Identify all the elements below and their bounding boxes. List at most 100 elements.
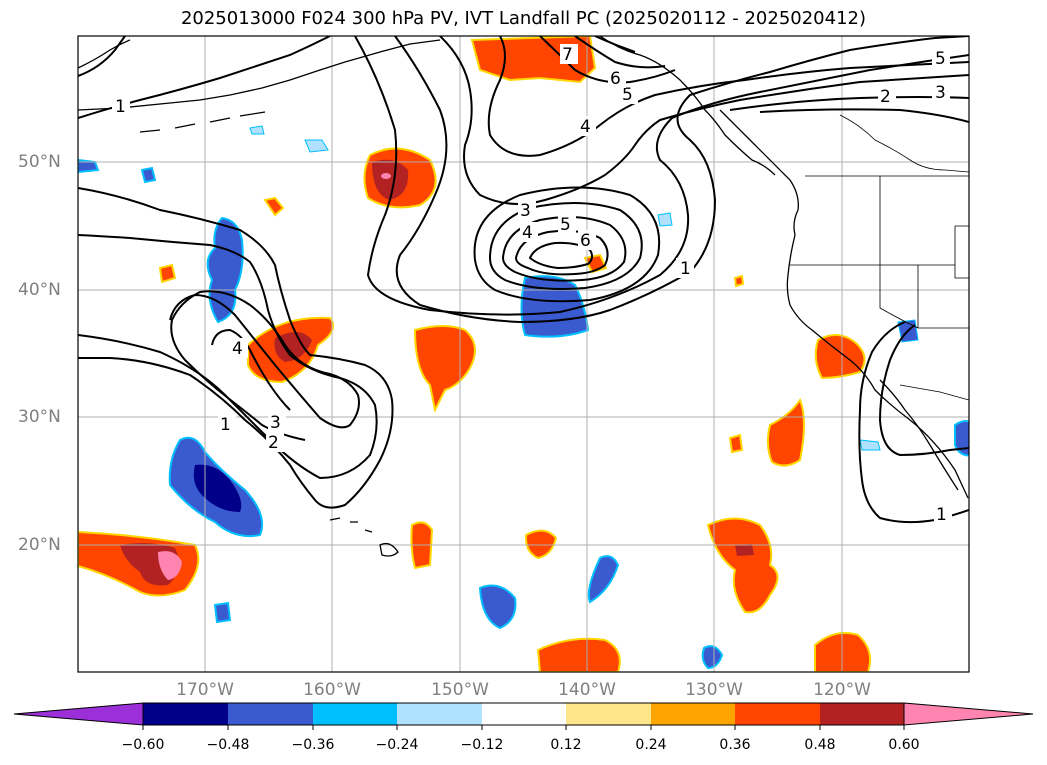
contour-line	[574, 36, 666, 69]
contour-line	[539, 36, 676, 84]
positive-blob	[524, 529, 558, 560]
contour-line	[78, 36, 126, 77]
colorbar-segment	[482, 703, 566, 725]
positive-blob	[158, 551, 182, 580]
colorbar-tick-label: −0.60	[121, 737, 165, 753]
negative-blob	[304, 139, 329, 153]
positive-blob	[766, 397, 805, 467]
state-boundaries	[790, 176, 969, 329]
lat-label-30n: 30°N	[18, 407, 61, 427]
negative-blob	[657, 212, 673, 227]
contour-label: 1	[936, 505, 947, 525]
alaska-coast	[78, 39, 441, 111]
us-west-coast	[786, 234, 969, 499]
contour-label: 5	[560, 215, 571, 235]
positive-blob	[728, 433, 744, 454]
political-boundaries	[790, 114, 969, 401]
colorbar-tick-label: −0.36	[291, 737, 335, 753]
colorbar-extend-high	[903, 702, 1034, 726]
lon-label-150w: 150°W	[431, 680, 489, 700]
canada-west-coast	[719, 109, 799, 236]
positive-blob	[536, 637, 621, 672]
us-mexico-border	[899, 384, 969, 401]
contour-line	[528, 241, 594, 270]
lon-label-130w: 130°W	[685, 680, 743, 700]
positive-blob	[274, 331, 312, 362]
colorbar-segment	[735, 703, 820, 725]
map-title: 2025013000 F024 300 hPa PV, IVT Landfall…	[180, 8, 867, 29]
contour-line	[354, 36, 969, 316]
gulf-alaska-coast	[599, 36, 776, 176]
contour-label: 2	[880, 87, 891, 107]
colorbar-tick-label: −0.48	[206, 737, 250, 753]
contour-line	[78, 187, 394, 509]
positive-blob	[706, 517, 779, 614]
hawaii-islands	[329, 517, 399, 557]
colorbar-tick-label: −0.24	[375, 737, 419, 753]
negative-blob	[859, 439, 881, 451]
contour-label: 5	[935, 49, 946, 69]
colorbar-frame	[142, 702, 905, 726]
colorbar-tick-label: 0.60	[888, 737, 920, 753]
positive-blob	[381, 173, 391, 179]
positive-blob	[372, 159, 409, 200]
positive-blob	[814, 334, 866, 380]
colorbar-tick-label: 0.48	[804, 737, 836, 753]
contour-label: 6	[580, 231, 591, 251]
colorbar-tick-label: 0.36	[719, 737, 751, 753]
positive-blob	[263, 196, 285, 217]
colorbar-segment	[566, 703, 651, 725]
lon-label-170w: 170°W	[176, 680, 234, 700]
colorbar-extend-low	[13, 702, 144, 726]
contour-line	[878, 324, 969, 457]
aleutian-islands	[139, 111, 266, 133]
contour-label: 3	[520, 201, 531, 221]
contour-line	[169, 290, 360, 441]
contour-line	[211, 328, 291, 411]
colorbar	[13, 702, 1034, 730]
negative-blob	[249, 125, 265, 135]
positive-blob	[814, 632, 871, 672]
map-frame	[77, 35, 970, 673]
colorbar-segment	[143, 703, 228, 725]
contour-label: 4	[232, 339, 243, 359]
contour-line	[501, 216, 627, 282]
colorbar-segment	[651, 703, 735, 725]
lat-label-20n: 20°N	[18, 535, 61, 555]
contour-label: 2	[268, 433, 279, 453]
contour-line	[594, 36, 636, 53]
contour-label: 4	[522, 223, 533, 243]
lat-label-50n: 50°N	[18, 152, 61, 172]
negative-blob	[954, 420, 969, 457]
colorbar-tick-label: 0.12	[550, 737, 582, 753]
contour-label: 3	[270, 413, 281, 433]
contour-label: 1	[220, 415, 231, 435]
contour-label: 3	[935, 83, 946, 103]
lon-label-120w: 120°W	[813, 680, 871, 700]
coastlines	[78, 36, 969, 557]
colorbar-tick-label: −0.12	[460, 737, 504, 753]
contour-label: 5	[622, 85, 633, 105]
colorbar-segment	[820, 703, 904, 725]
contour-line	[394, 36, 969, 324]
negative-blob	[140, 166, 157, 184]
colorbar-segment	[228, 703, 313, 725]
colorbar-segment	[313, 703, 397, 725]
negative-blob	[478, 584, 517, 630]
bc-interior	[839, 114, 969, 173]
negative-blob	[587, 555, 620, 604]
contour-line	[487, 36, 969, 157]
baja-california	[879, 379, 959, 491]
contour-line	[759, 108, 969, 123]
colorbar-segment	[397, 703, 482, 725]
contour-label: 1	[115, 97, 126, 117]
contour-label: 7	[562, 45, 573, 65]
contour-label: 1	[680, 259, 691, 279]
graticule	[78, 36, 969, 672]
positive-blob	[735, 544, 754, 556]
lat-label-40n: 40°N	[18, 280, 61, 300]
contour-label: 6	[610, 69, 621, 89]
positive-anomaly-shading	[78, 36, 871, 672]
contour-labels: 1 2 3 5 4 5 6 7 1 3 4 5 6 1	[112, 44, 952, 525]
